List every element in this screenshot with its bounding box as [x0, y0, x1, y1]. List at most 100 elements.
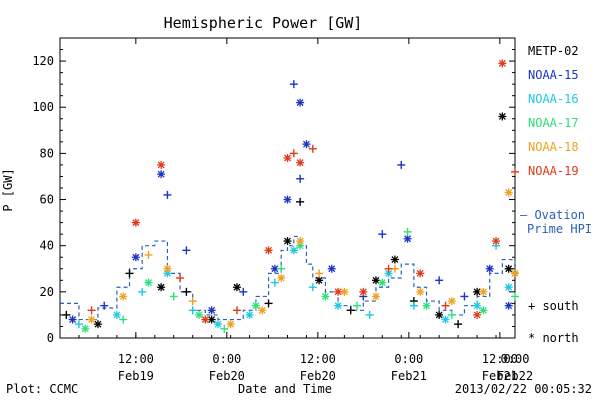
data-point-south	[296, 197, 305, 206]
series-noaa-16	[74, 241, 513, 329]
y-axis-label: P [GW]	[1, 168, 15, 211]
data-point-north	[390, 255, 399, 264]
legend-ovation-hpi: Prime HPI	[527, 222, 592, 236]
marker-stroke	[448, 297, 456, 305]
data-point-north	[422, 301, 431, 310]
marker-stroke	[498, 59, 506, 67]
marker-stroke	[296, 99, 304, 107]
data-point-south	[447, 310, 456, 319]
legend-north: * north	[528, 331, 579, 345]
marker-stroke	[479, 306, 487, 314]
data-point-north	[441, 315, 450, 324]
data-point-north	[93, 320, 102, 329]
marker-stroke	[442, 316, 449, 323]
marker-stroke	[505, 302, 513, 310]
data-point-north	[283, 237, 292, 246]
data-point-south	[460, 292, 469, 301]
marker-stroke	[511, 269, 519, 277]
marker-stroke	[277, 274, 285, 282]
data-point-north	[157, 170, 166, 179]
marker-stroke	[119, 293, 127, 300]
data-point-south	[220, 324, 229, 333]
x-tick-label-time: 12:00	[482, 352, 518, 366]
marker-stroke	[378, 279, 386, 287]
data-point-north	[207, 306, 216, 315]
legend-item-noaa-17: NOAA-17	[528, 116, 579, 130]
data-point-north	[157, 160, 166, 169]
x-tick-label-date: Feb19	[118, 369, 154, 383]
marker-stroke	[258, 306, 266, 314]
marker-stroke	[423, 302, 430, 310]
data-point-north	[498, 112, 507, 121]
x-tick-label-date: Feb21	[482, 369, 518, 383]
x-tick-label-date: Feb20	[300, 369, 336, 383]
marker-stroke	[315, 276, 323, 284]
data-point-north	[384, 269, 393, 278]
marker-stroke	[201, 316, 209, 323]
data-point-north	[511, 269, 519, 278]
data-point-south	[270, 278, 279, 287]
data-point-south	[119, 315, 128, 324]
data-point-north	[315, 276, 324, 285]
data-point-north	[479, 306, 488, 315]
data-point-north	[251, 301, 260, 310]
x-tick-label-time: 0:00	[212, 352, 241, 366]
y-tick-label: 60	[40, 193, 54, 207]
x-tick-label-date: Feb22	[497, 369, 533, 383]
data-point-north	[416, 287, 425, 296]
data-point-north	[112, 310, 121, 319]
data-point-north	[277, 274, 286, 282]
marker-stroke	[233, 283, 241, 291]
data-point-south	[144, 250, 153, 259]
data-point-south	[163, 190, 172, 199]
data-point-south	[232, 306, 241, 315]
marker-stroke	[473, 311, 481, 319]
data-point-south	[62, 310, 71, 319]
x-tick-label-time: 12:00	[118, 352, 154, 366]
data-point-south	[378, 230, 387, 239]
plot-area: 0 20 40 60 80 100 120 12:00 Feb19 0:00 Feb20 12:00 F…	[32, 37, 533, 383]
data-point-south	[100, 301, 109, 310]
x-tick-label-date: Feb21	[391, 369, 427, 383]
marker-stroke	[246, 311, 254, 319]
data-point-north	[283, 154, 292, 162]
data-point-north	[131, 253, 140, 262]
data-point-north	[504, 283, 513, 292]
data-point-north	[157, 283, 166, 292]
marker-stroke	[505, 189, 513, 197]
data-point-north	[131, 218, 140, 227]
data-point-north	[302, 140, 311, 149]
marker-stroke	[214, 320, 222, 328]
x-tick-label-time: 12:00	[300, 352, 336, 366]
data-point-north	[68, 315, 77, 324]
marker-stroke	[473, 288, 481, 296]
data-point-south	[264, 299, 273, 308]
marker-stroke	[81, 325, 89, 333]
marker-stroke	[265, 246, 273, 254]
legend-ovation: — Ovation	[520, 208, 585, 222]
marker-stroke	[334, 288, 342, 296]
marker-stroke	[208, 306, 216, 314]
footer-source: Plot: CCMC	[6, 382, 79, 396]
data-point-north	[87, 315, 96, 324]
data-point-north	[283, 195, 292, 204]
data-point-south	[176, 274, 185, 282]
data-point-south	[277, 264, 286, 273]
data-point-south	[308, 283, 317, 292]
marker-stroke	[290, 246, 298, 254]
x-axis-label: Date and Time	[238, 382, 332, 396]
marker-stroke	[88, 316, 96, 323]
data-point-north	[334, 287, 343, 296]
marker-stroke	[284, 237, 291, 245]
marker-stroke	[113, 311, 121, 319]
data-point-south	[239, 287, 248, 296]
footer-timestamp: 2013/02/22 00:05:32	[454, 382, 592, 396]
data-point-south	[353, 301, 362, 310]
marker-stroke	[334, 302, 342, 310]
marker-stroke	[94, 320, 102, 328]
x-tick-label-date: Feb20	[209, 369, 245, 383]
x-tick-label-time: 0:00	[394, 352, 423, 366]
data-point-north	[378, 278, 387, 287]
data-point-north	[226, 320, 235, 329]
